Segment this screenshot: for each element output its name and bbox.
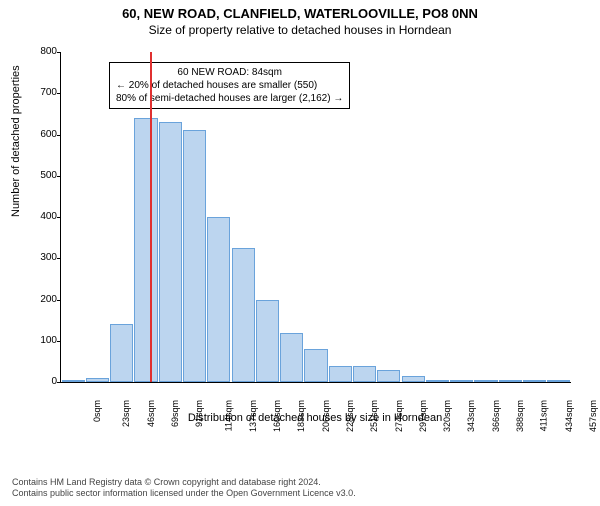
- histogram-bar: [159, 122, 182, 382]
- histogram-bar: [426, 380, 449, 382]
- footer-line-1: Contains HM Land Registry data © Crown c…: [12, 477, 356, 489]
- histogram-bar: [474, 380, 497, 382]
- footer-attribution: Contains HM Land Registry data © Crown c…: [12, 477, 356, 500]
- histogram-bar: [110, 324, 133, 382]
- y-tick-label: 400: [27, 211, 57, 222]
- y-tick-mark: [57, 258, 61, 259]
- x-axis-label: Distribution of detached houses by size …: [60, 412, 570, 424]
- y-tick-label: 200: [27, 294, 57, 305]
- plot-region: 60 NEW ROAD: 84sqm ← 20% of detached hou…: [60, 52, 571, 383]
- histogram-bar: [280, 333, 303, 383]
- histogram-bar: [256, 300, 279, 383]
- y-tick-label: 300: [27, 252, 57, 263]
- x-tick-label: 457sqm: [588, 400, 598, 432]
- y-tick-mark: [57, 382, 61, 383]
- y-tick-mark: [57, 135, 61, 136]
- y-tick-mark: [57, 217, 61, 218]
- histogram-bar: [353, 366, 376, 383]
- histogram-bar: [547, 380, 570, 382]
- histogram-bar: [523, 380, 546, 382]
- histogram-bar: [134, 118, 157, 382]
- y-tick-label: 100: [27, 335, 57, 346]
- y-tick-mark: [57, 341, 61, 342]
- chart-title: 60, NEW ROAD, CLANFIELD, WATERLOOVILLE, …: [0, 6, 600, 21]
- y-axis-label: Number of detached properties: [10, 65, 22, 217]
- histogram-bar: [207, 217, 230, 382]
- histogram-bar: [86, 378, 109, 382]
- marker-line: [150, 52, 152, 382]
- annotation-box: 60 NEW ROAD: 84sqm ← 20% of detached hou…: [109, 62, 350, 109]
- y-tick-label: 800: [27, 46, 57, 57]
- y-tick-mark: [57, 52, 61, 53]
- y-tick-label: 600: [27, 129, 57, 140]
- histogram-bar: [232, 248, 255, 382]
- y-tick-label: 0: [27, 376, 57, 387]
- y-tick-mark: [57, 300, 61, 301]
- histogram-bar: [329, 366, 352, 383]
- histogram-bar: [62, 380, 85, 382]
- chart-area: Number of detached properties 60 NEW ROA…: [60, 52, 570, 422]
- y-tick-mark: [57, 93, 61, 94]
- histogram-bar: [183, 130, 206, 382]
- footer-line-2: Contains public sector information licen…: [12, 488, 356, 500]
- histogram-bar: [402, 376, 425, 382]
- y-tick-mark: [57, 176, 61, 177]
- histogram-bar: [304, 349, 327, 382]
- histogram-bar: [499, 380, 522, 382]
- y-tick-label: 700: [27, 87, 57, 98]
- histogram-bar: [377, 370, 400, 382]
- chart-subtitle: Size of property relative to detached ho…: [0, 23, 600, 37]
- histogram-bar: [450, 380, 473, 382]
- y-tick-label: 500: [27, 170, 57, 181]
